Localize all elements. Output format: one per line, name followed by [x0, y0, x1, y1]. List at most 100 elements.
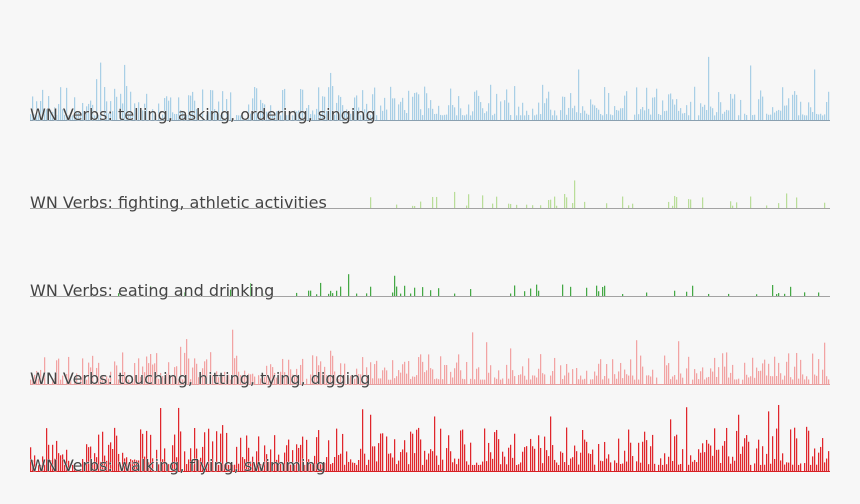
- bar-s3-196: [422, 287, 424, 296]
- bar-s5-56: [142, 433, 144, 471]
- bar-s2-201: [432, 196, 434, 208]
- bar-s4-398: [826, 376, 828, 384]
- bar-s4-187: [404, 361, 406, 384]
- bar-s3-44: [118, 293, 120, 296]
- bar-s4-343: [716, 376, 718, 384]
- bar-s1-312: [654, 97, 656, 120]
- bar-s1-141: [312, 110, 314, 120]
- bar-s1-168: [366, 103, 368, 120]
- bar-s4-349: [728, 377, 730, 384]
- bar-s5-9: [48, 444, 50, 471]
- bar-s5-69: [168, 464, 170, 471]
- bar-s1-28: [86, 106, 88, 120]
- bar-s1-116: [262, 103, 264, 120]
- bar-s1-99: [228, 114, 230, 120]
- bar-s5-71: [172, 445, 174, 471]
- series-track-5: WN Verbs: walking, flying, swimming: [30, 404, 830, 475]
- bar-s5-0: [30, 447, 32, 471]
- bar-s1-70: [170, 97, 172, 120]
- bar-s1-337: [704, 104, 706, 120]
- bar-s4-310: [650, 376, 652, 384]
- bar-s1-9: [48, 96, 50, 120]
- bar-s1-185: [400, 101, 402, 120]
- bar-s4-116: [262, 374, 264, 384]
- bar-s5-184: [398, 460, 400, 471]
- bar-s1-163: [356, 95, 358, 120]
- bar-s4-217: [464, 379, 466, 384]
- bar-s4-207: [444, 364, 446, 384]
- bar-s1-50: [130, 91, 132, 120]
- bar-s5-200: [430, 449, 432, 471]
- bar-s1-55: [140, 110, 142, 120]
- bar-s1-103: [236, 115, 238, 120]
- bar-s5-10: [50, 460, 52, 471]
- bar-s5-273: [576, 451, 578, 471]
- bar-s1-131: [292, 115, 294, 120]
- bar-s4-328: [686, 368, 688, 384]
- bar-s5-86: [202, 446, 204, 471]
- bar-s1-57: [144, 103, 146, 120]
- bar-s1-182: [394, 98, 396, 120]
- bar-s5-148: [326, 457, 328, 471]
- bar-s1-319: [668, 94, 670, 120]
- bar-s4-143: [316, 356, 318, 384]
- bar-s2-322: [674, 195, 676, 208]
- bar-s4-340: [710, 368, 712, 384]
- bar-s1-188: [406, 113, 408, 120]
- bar-s1-270: [570, 93, 572, 120]
- bar-s4-106: [242, 376, 244, 384]
- bar-s5-81: [192, 464, 194, 471]
- bar-s5-208: [446, 448, 448, 471]
- bar-s5-290: [610, 462, 612, 471]
- bar-s4-55: [140, 376, 142, 384]
- bar-s5-34: [98, 434, 100, 471]
- bar-s1-1: [32, 96, 34, 120]
- bar-s5-396: [822, 438, 824, 471]
- bar-s5-30: [90, 446, 92, 471]
- bar-s5-64: [158, 464, 160, 471]
- bar-s1-157: [344, 111, 346, 120]
- bar-s1-366: [762, 96, 764, 120]
- bar-s4-52: [134, 363, 136, 384]
- bar-s5-295: [620, 464, 622, 471]
- series-label-3: WN Verbs: eating and drinking: [30, 281, 274, 300]
- bar-s4-202: [434, 379, 436, 384]
- bar-s5-338: [706, 439, 708, 471]
- bar-s4-23: [76, 373, 78, 384]
- bar-s5-27: [84, 464, 86, 471]
- bar-s3-296: [622, 294, 624, 296]
- bar-s1-214: [458, 96, 460, 120]
- bar-s1-394: [818, 114, 820, 120]
- bar-s3-100: [230, 289, 232, 296]
- bar-s2-368: [766, 205, 768, 208]
- bar-s1-397: [824, 114, 826, 120]
- bar-s2-233: [496, 196, 498, 208]
- bar-s1-92: [214, 109, 216, 120]
- bar-s1-133: [296, 111, 298, 120]
- bar-s1-374: [778, 109, 780, 120]
- bar-s1-232: [494, 113, 496, 120]
- bar-s1-106: [242, 115, 244, 120]
- bar-s5-397: [824, 462, 826, 471]
- bar-s4-266: [562, 378, 564, 384]
- bar-s4-85: [200, 374, 202, 384]
- bar-s5-138: [306, 439, 308, 471]
- bar-s2-226: [482, 195, 484, 208]
- bar-s5-182: [394, 439, 396, 471]
- bar-s3-159: [348, 274, 350, 296]
- bar-s1-193: [416, 92, 418, 120]
- bar-s4-141: [312, 355, 314, 384]
- bar-s4-236: [502, 378, 504, 384]
- bar-s1-4: [38, 110, 40, 120]
- bar-s5-107: [244, 459, 246, 471]
- bar-s1-135: [300, 89, 302, 120]
- bar-s2-378: [786, 193, 788, 208]
- bar-s1-62: [154, 115, 156, 120]
- bar-s3-266: [562, 284, 564, 296]
- bar-s1-21: [72, 115, 74, 120]
- bar-s5-227: [484, 428, 486, 471]
- bar-s5-234: [498, 439, 500, 471]
- bar-s5-270: [570, 458, 572, 471]
- bar-s1-172: [374, 87, 376, 120]
- bar-s5-237: [504, 456, 506, 471]
